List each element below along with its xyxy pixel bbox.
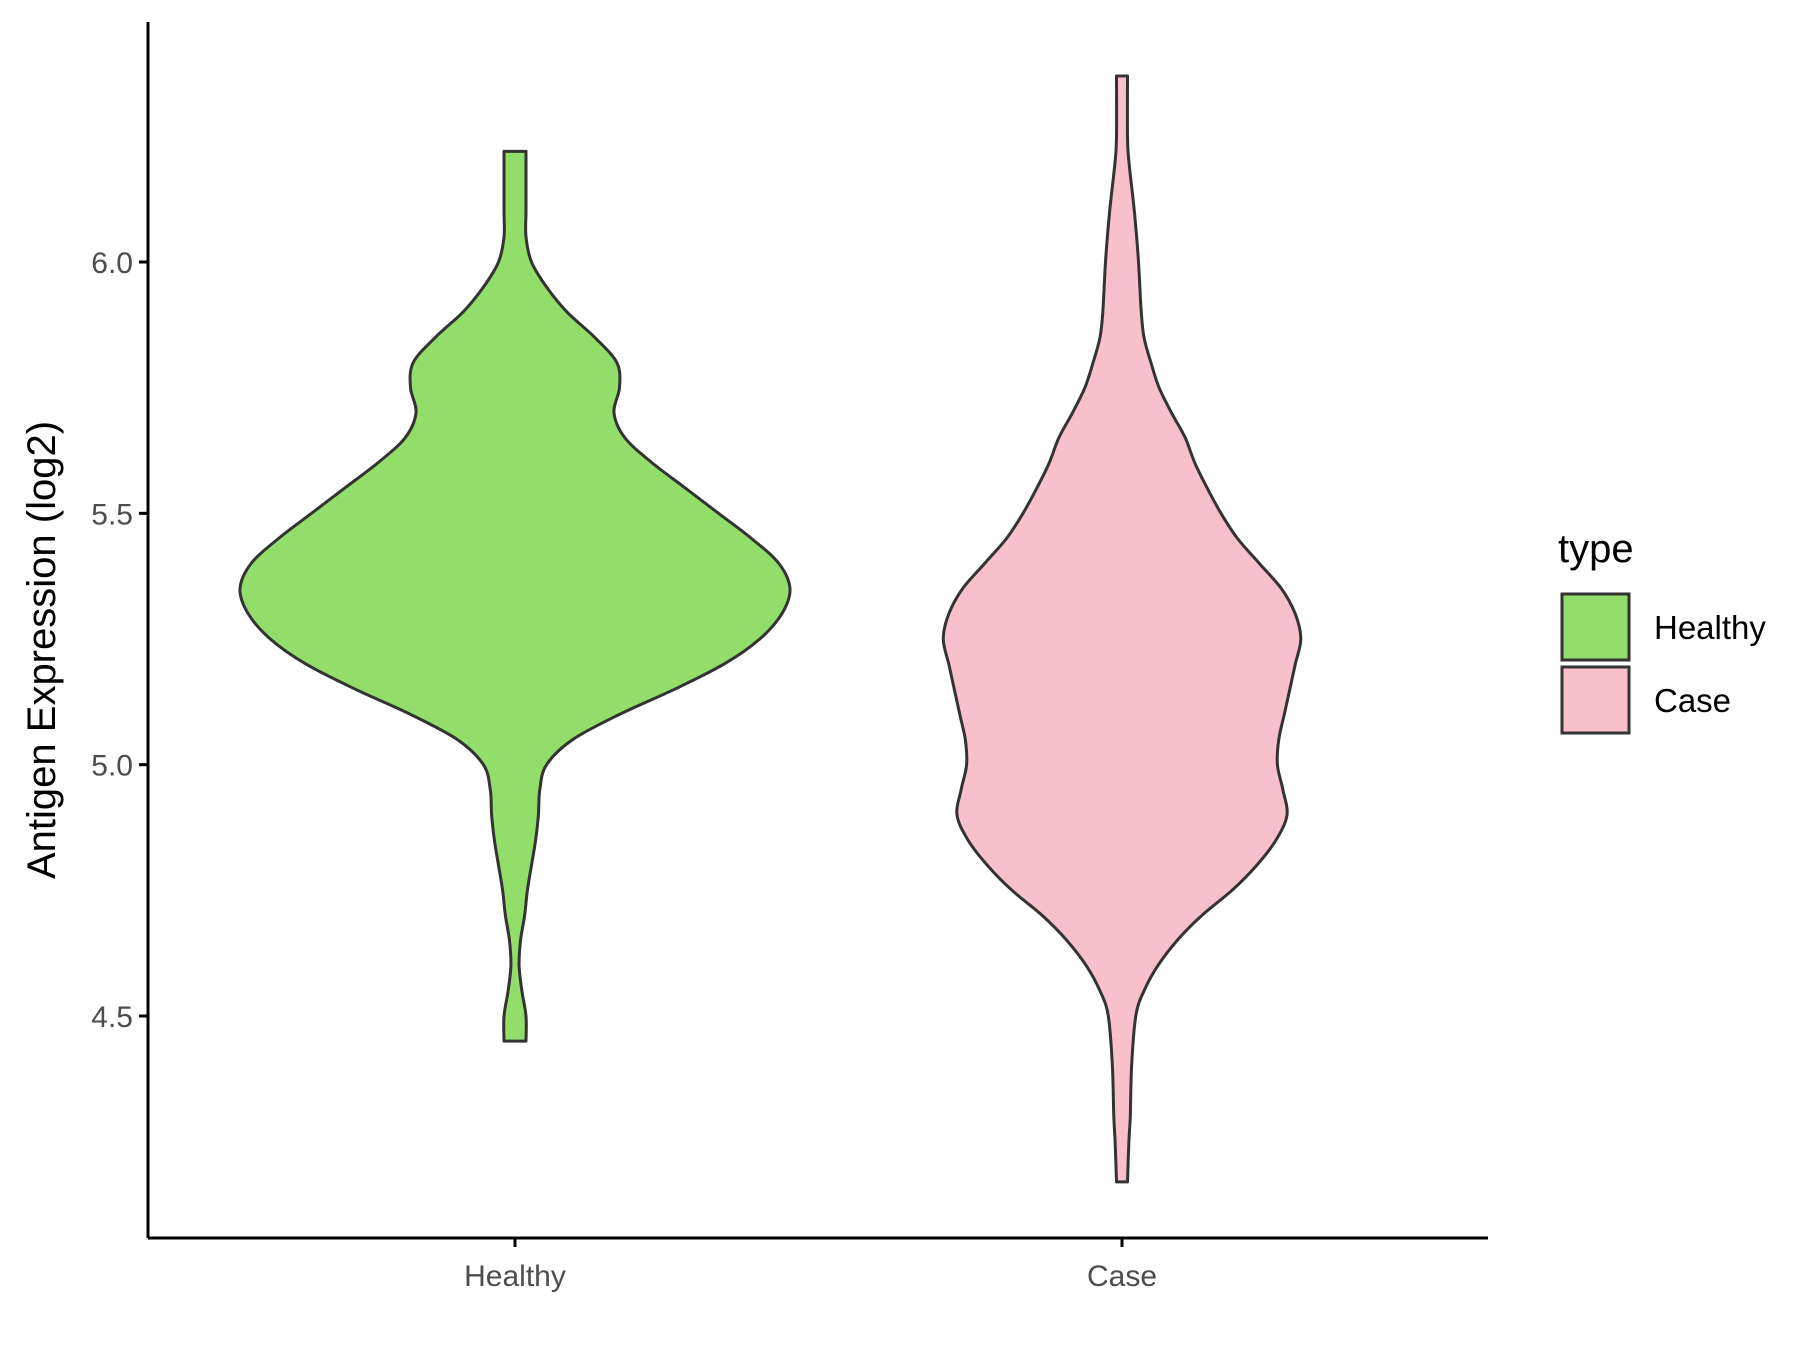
y-tick-label: 5.5 <box>91 498 133 531</box>
legend-swatch-healthy <box>1560 592 1631 662</box>
y-axis-ticks: 4.5 5.0 5.5 6.0 <box>91 247 148 1034</box>
legend-swatch-case <box>1560 665 1631 735</box>
y-axis-title: Antigen Expression (log2) <box>20 421 64 879</box>
plot-area <box>238 74 1303 1184</box>
legend-title: type <box>1558 527 1634 571</box>
legend-label-case: Case <box>1654 682 1731 719</box>
x-tick-label: Healthy <box>464 1260 566 1293</box>
x-axis-ticks: Healthy Case <box>464 1238 1157 1293</box>
legend-label-healthy: Healthy <box>1654 609 1766 646</box>
violin-healthy <box>238 149 792 1043</box>
y-tick-label: 6.0 <box>91 247 133 280</box>
violin-case <box>941 74 1303 1184</box>
legend: type Healthy Case <box>1558 527 1766 735</box>
x-tick-label: Case <box>1087 1260 1157 1293</box>
y-tick-label: 5.0 <box>91 750 133 783</box>
y-tick-label: 4.5 <box>91 1001 133 1034</box>
